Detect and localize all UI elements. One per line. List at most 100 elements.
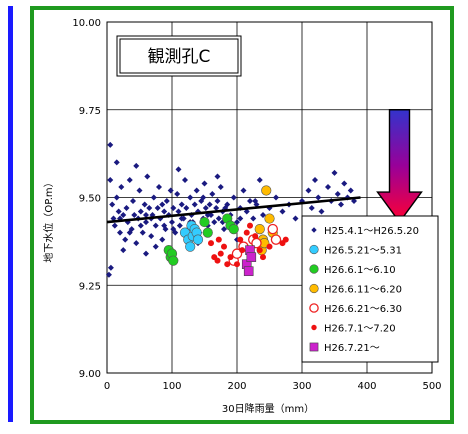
data-point <box>143 219 149 226</box>
data-point <box>252 198 259 205</box>
data-point <box>117 229 123 236</box>
data-point <box>187 194 194 201</box>
data-point <box>312 176 318 183</box>
data-point <box>270 234 282 245</box>
data-point <box>347 187 354 194</box>
data-point <box>224 261 231 268</box>
legend-label: H26.6.21～6.30 <box>324 304 402 315</box>
data-point <box>123 205 130 212</box>
data-point <box>217 183 224 190</box>
data-point <box>239 247 246 254</box>
x-tick-label: 500 <box>422 381 441 392</box>
data-point <box>256 247 263 254</box>
data-point <box>107 264 114 271</box>
data-point <box>264 213 275 224</box>
legend-box <box>301 215 439 363</box>
legend-marker <box>309 303 319 313</box>
data-point <box>246 252 257 262</box>
y-tick-label: 9.75 <box>79 106 101 117</box>
data-point <box>152 222 159 229</box>
data-point <box>243 208 250 215</box>
data-point <box>137 208 144 215</box>
plot-border <box>106 21 433 374</box>
data-point <box>118 183 125 190</box>
data-point <box>137 222 144 229</box>
data-point <box>107 141 114 148</box>
data-point <box>168 255 179 266</box>
trend-line-segment <box>106 196 361 224</box>
y-tick-label: 9.50 <box>79 194 101 205</box>
x-tick-label: 300 <box>292 381 311 392</box>
data-point <box>217 250 224 257</box>
arrow-shape <box>376 109 423 224</box>
data-point <box>214 257 221 264</box>
y-tick-label: 10.00 <box>72 18 101 29</box>
data-point <box>111 222 118 229</box>
data-point <box>200 194 207 201</box>
plot-area-border <box>106 21 433 374</box>
chart-title: 観測孔C <box>148 47 211 67</box>
data-point <box>234 219 240 226</box>
data-point <box>230 194 237 201</box>
data-point <box>254 223 265 235</box>
data-point <box>325 183 331 190</box>
y-tick-label: 9.00 <box>79 369 101 380</box>
data-point <box>163 198 170 205</box>
data-points <box>105 141 357 278</box>
data-point <box>192 234 204 245</box>
data-point <box>273 194 279 201</box>
data-point <box>152 243 159 250</box>
y-axis-label: 地下水位（OP.m） <box>42 177 55 262</box>
data-point <box>279 208 286 215</box>
legend-marker <box>309 264 319 274</box>
data-point <box>338 201 344 208</box>
data-point <box>175 166 182 173</box>
data-point <box>292 215 299 222</box>
data-point <box>193 187 200 194</box>
data-point <box>175 208 182 215</box>
data-point <box>148 233 155 240</box>
data-point <box>139 229 146 236</box>
data-point <box>256 176 263 183</box>
legend-marker <box>309 244 319 255</box>
data-point <box>250 215 257 222</box>
data-point <box>247 222 253 229</box>
data-point <box>202 227 213 238</box>
data-point <box>122 236 129 243</box>
data-point <box>178 201 185 208</box>
data-point <box>334 190 341 197</box>
data-point <box>234 261 240 268</box>
data-point <box>214 173 221 180</box>
data-point <box>199 216 210 228</box>
data-point <box>136 187 143 194</box>
legend-label: H26.6.1～6.10 <box>324 265 396 276</box>
data-point <box>178 215 185 222</box>
data-point <box>141 201 148 208</box>
data-point <box>161 208 168 215</box>
data-point <box>105 271 112 278</box>
legend-marker <box>309 283 319 294</box>
data-point <box>261 185 272 196</box>
data-point <box>143 250 149 257</box>
left-accent-bar <box>8 6 13 422</box>
data-point <box>126 229 133 236</box>
legend-marker <box>309 342 319 352</box>
data-point <box>120 247 127 254</box>
x-tick-label: 400 <box>357 381 376 392</box>
data-point <box>170 226 177 233</box>
down-arrow-icon <box>376 109 423 224</box>
data-point <box>215 215 222 222</box>
data-point <box>183 205 190 212</box>
legend-label: H26.5.21～5.31 <box>324 246 402 257</box>
data-point <box>240 187 247 194</box>
data-point <box>113 159 120 166</box>
data-point <box>305 187 312 194</box>
data-point <box>221 243 227 250</box>
data-point <box>174 190 181 197</box>
data-point <box>131 212 138 219</box>
legend-label: H25.4.1～H26.5.20 <box>324 226 419 237</box>
x-tick-label: 100 <box>162 381 181 392</box>
data-point <box>243 229 250 236</box>
data-point <box>237 215 244 222</box>
data-point <box>191 201 198 208</box>
